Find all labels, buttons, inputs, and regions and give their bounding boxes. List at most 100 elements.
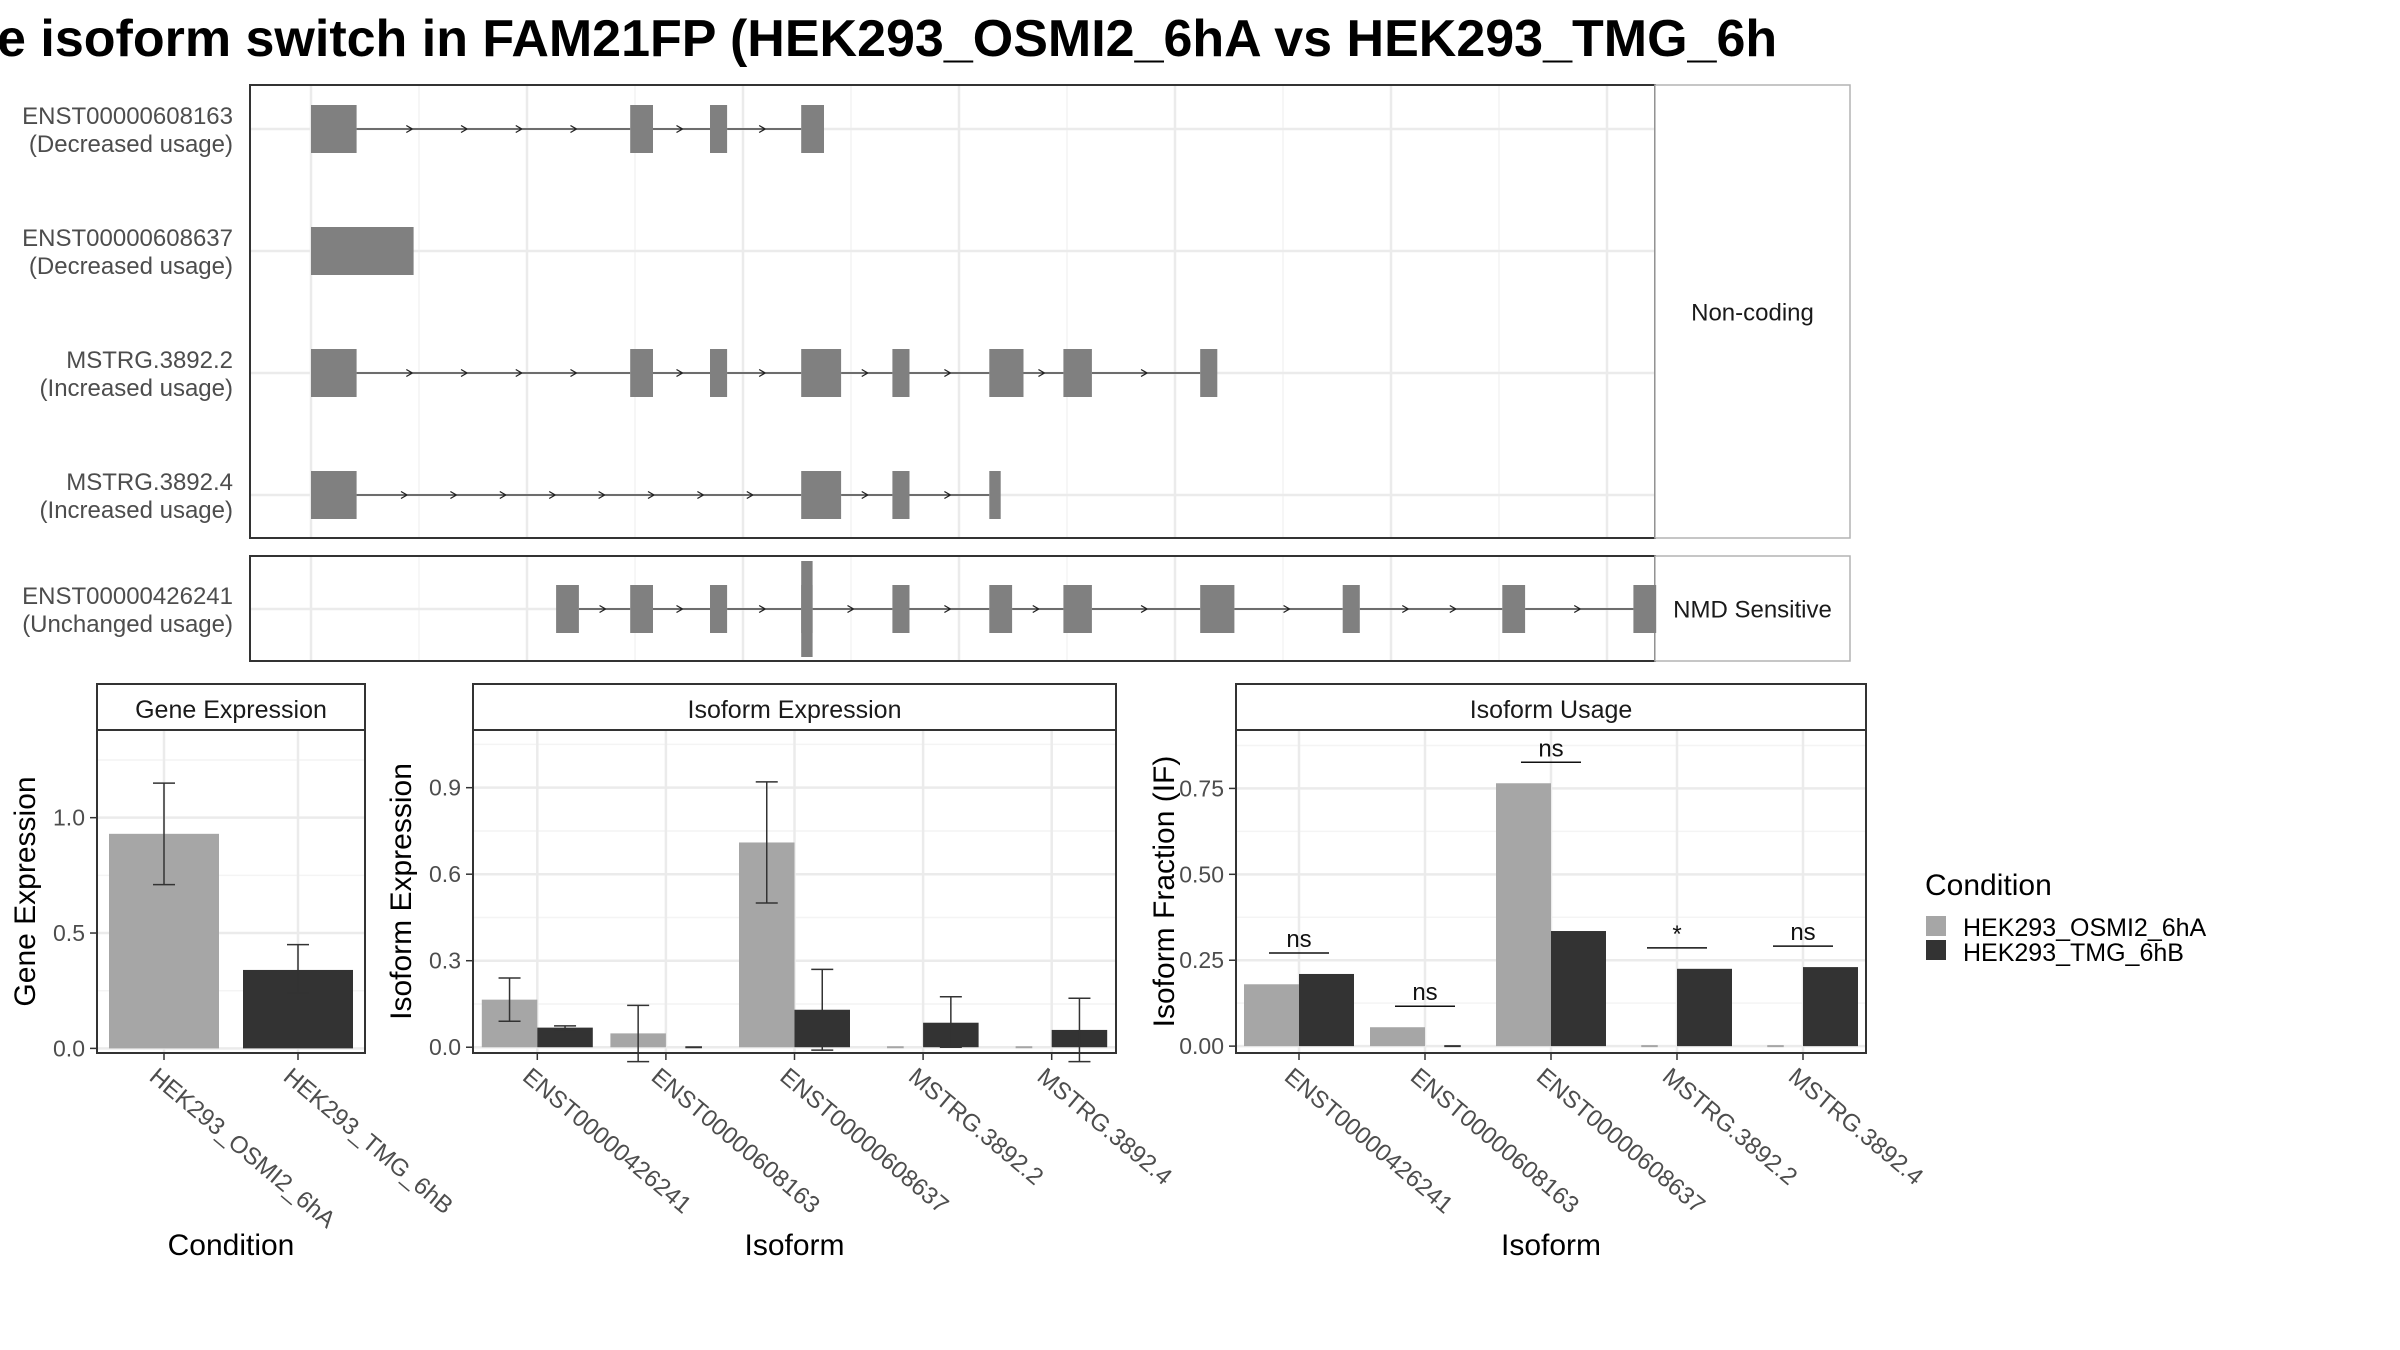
intron-arrow (746, 490, 755, 500)
intron-arrow (515, 368, 524, 378)
chart-title: e isoform switch in FAM21FP (HEK293_OSMI… (0, 10, 1777, 68)
intron-arrow (548, 490, 557, 500)
transcript-structure-panel: Non-coding NMD Sensitive ENST00000608163(D… (22, 84, 1851, 662)
y-tick-label: 0.3 (429, 948, 461, 974)
panel-frame (96, 729, 366, 1054)
exon (311, 471, 357, 519)
bar (1496, 783, 1551, 1047)
legend-swatch-tmg (1926, 940, 1946, 960)
intron-arrow (758, 124, 767, 134)
panel-title: Isoform Usage (1470, 696, 1633, 724)
x-axis-label: Condition (168, 1229, 295, 1262)
intron-arrow (676, 124, 684, 134)
intron-arrow (570, 124, 578, 134)
legend: Condition HEK293_OSMI2_6hA HEK293_TMG_6h… (1925, 869, 2207, 967)
significance-label: ns (1790, 919, 1815, 946)
y-axis-label: Isoform Expression (385, 763, 418, 1020)
panel-strip (1235, 683, 1867, 731)
facet-label: Non-coding (1691, 300, 1814, 327)
intron-arrow (460, 124, 469, 134)
intron-arrow (697, 490, 705, 500)
legend-label-osmi: HEK293_OSMI2_6hA (1963, 914, 2207, 942)
intron-arrow (598, 490, 606, 500)
legend-title: Condition (1925, 869, 2052, 902)
intron-arrow (758, 604, 767, 614)
bar (1244, 984, 1299, 1047)
panel-title: Isoform Expression (688, 696, 902, 724)
exon (1063, 349, 1092, 397)
transcript-usage-label: (Unchanged usage) (22, 611, 233, 638)
significance-label: ns (1538, 735, 1563, 762)
y-axis-label: Gene Expression (9, 776, 42, 1006)
exon (989, 349, 1024, 397)
intron-arrow (1573, 604, 1582, 614)
intron-arrow (944, 368, 952, 378)
intron-arrow (847, 604, 855, 614)
y-axis-label: Isoform Fraction (IF) (1148, 756, 1181, 1028)
exon (1200, 585, 1235, 633)
y-tick-label: 0.75 (1179, 775, 1224, 801)
exon (1063, 585, 1092, 633)
exon-tall (801, 561, 813, 657)
bar (1551, 931, 1606, 1047)
facet-label: NMD Sensitive (1673, 597, 1832, 624)
transcript-id-label: MSTRG.3892.4 (66, 469, 233, 496)
y-tick-label: 0.00 (1179, 1033, 1224, 1059)
intron-arrow (676, 604, 684, 614)
exon (630, 105, 653, 153)
exon (1342, 585, 1360, 633)
intron-arrow (450, 490, 458, 500)
structure-panel-bg (250, 85, 1655, 538)
intron-arrow (1140, 368, 1149, 378)
intron-arrow (405, 368, 414, 378)
y-tick-label: 0.0 (53, 1035, 85, 1061)
intron-arrow (861, 490, 870, 500)
x-tick-label: MSTRG.3892.4 (1783, 1063, 1928, 1191)
y-tick-label: 0.9 (429, 775, 461, 801)
intron-arrow (599, 604, 607, 614)
transcript-id-label: MSTRG.3892.2 (66, 347, 233, 374)
intron-arrow (1032, 604, 1041, 614)
exon (801, 349, 842, 397)
transcript-usage-label: (Increased usage) (40, 497, 233, 524)
y-tick-label: 1.0 (53, 805, 85, 831)
bar (1803, 967, 1858, 1047)
exon (311, 349, 357, 397)
transcript-usage-label: (Decreased usage) (29, 131, 233, 158)
intron-arrow (460, 368, 469, 378)
intron-arrow (758, 368, 767, 378)
intron-arrow (1283, 604, 1291, 614)
facet-strip (1654, 555, 1851, 662)
exon (311, 105, 357, 153)
bar (1299, 973, 1354, 1047)
x-tick-label: MSTRG.3892.4 (1032, 1063, 1177, 1191)
transcript-id-label: ENST00000608637 (22, 225, 233, 252)
exon (892, 585, 910, 633)
y-tick-label: 0.0 (429, 1034, 461, 1060)
panel-strip (96, 683, 366, 731)
exon (989, 471, 1001, 519)
exon (801, 105, 824, 153)
y-tick-label: 0.6 (429, 861, 461, 887)
intron-arrow (405, 124, 414, 134)
exon (630, 585, 653, 633)
y-tick-label: 0.25 (1179, 947, 1224, 973)
significance-label: ns (1286, 926, 1311, 953)
intron-arrow (400, 490, 409, 500)
exon (892, 471, 910, 519)
exon (311, 227, 414, 275)
intron-arrow (1449, 604, 1458, 614)
exon (710, 349, 728, 397)
transcript-id-label: ENST00000426241 (22, 583, 233, 610)
exon (1502, 585, 1526, 633)
x-tick-label: MSTRG.3892.2 (903, 1063, 1048, 1191)
y-tick-label: 0.50 (1179, 861, 1224, 887)
exon (801, 471, 842, 519)
bar (1677, 968, 1732, 1047)
exon (710, 585, 728, 633)
intron-arrow (944, 490, 952, 500)
intron-arrow (570, 368, 578, 378)
transcript-id-label: ENST00000608163 (22, 103, 233, 130)
